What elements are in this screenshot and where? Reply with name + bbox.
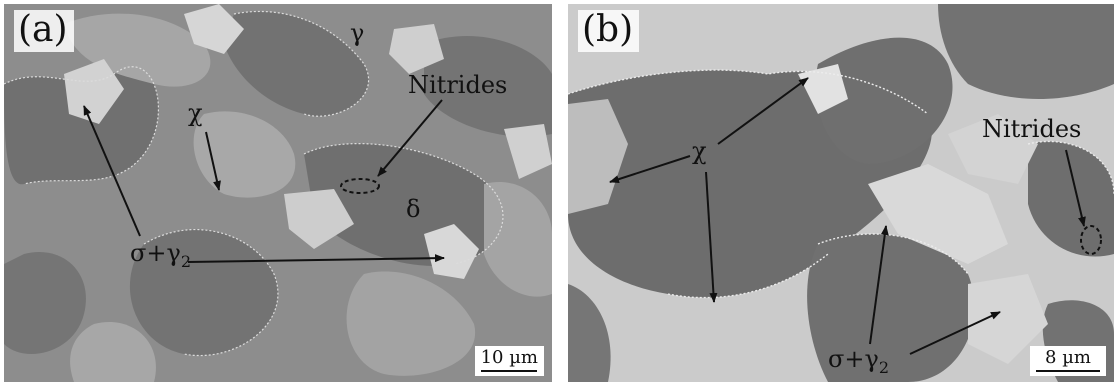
scale-bar-b: 8 µm bbox=[1030, 346, 1106, 376]
arrow-chi-up-b bbox=[717, 77, 809, 145]
sigma-gamma2-label-b: σ+γ2 bbox=[828, 345, 890, 377]
arrow-sigma-right-a bbox=[187, 254, 445, 263]
panel-b-label: (b) bbox=[578, 10, 640, 52]
scale-bar-a-line bbox=[481, 370, 538, 372]
arrow-chi-down-b bbox=[705, 171, 718, 303]
nitrides-label-a: Nitrides bbox=[408, 71, 508, 99]
delta-label: δ bbox=[406, 195, 421, 223]
micrograph-panel-a: (a) γ δ χ Nitrides σ+γ2 10 µm bbox=[4, 4, 552, 382]
nitrides-ellipse-b bbox=[1080, 225, 1102, 255]
arrow-sigma-right-b bbox=[909, 311, 1001, 355]
arrow-chi-a bbox=[205, 131, 221, 191]
chi-label-b: χ bbox=[692, 137, 707, 165]
arrow-chi-left-b bbox=[609, 155, 691, 184]
sigma-gamma2-label-a: σ+γ2 bbox=[130, 239, 192, 271]
panel-a-label: (a) bbox=[14, 10, 74, 52]
scale-bar-a-text: 10 µm bbox=[480, 347, 538, 368]
annotation-arrows-b bbox=[609, 77, 1102, 355]
chi-label-a: χ bbox=[188, 99, 203, 127]
arrow-sigma-left-a bbox=[83, 105, 141, 237]
scale-bar-a: 10 µm bbox=[474, 346, 544, 376]
arrow-nitrides-b bbox=[1065, 149, 1086, 227]
nitrides-ellipse-a bbox=[340, 178, 380, 194]
micrograph-b-texture bbox=[568, 4, 1114, 382]
arrow-sigma-up-b bbox=[869, 225, 889, 345]
annotation-arrows-a bbox=[83, 99, 445, 263]
micrograph-a-texture bbox=[4, 4, 552, 382]
arrow-nitrides-a bbox=[377, 99, 443, 177]
gamma-label: γ bbox=[350, 19, 365, 47]
nitrides-label-b: Nitrides bbox=[982, 115, 1082, 143]
scale-bar-b-line bbox=[1036, 370, 1100, 372]
micrograph-panel-b: (b) χ Nitrides σ+γ2 8 µm bbox=[568, 4, 1114, 382]
scale-bar-b-text: 8 µm bbox=[1045, 347, 1091, 368]
